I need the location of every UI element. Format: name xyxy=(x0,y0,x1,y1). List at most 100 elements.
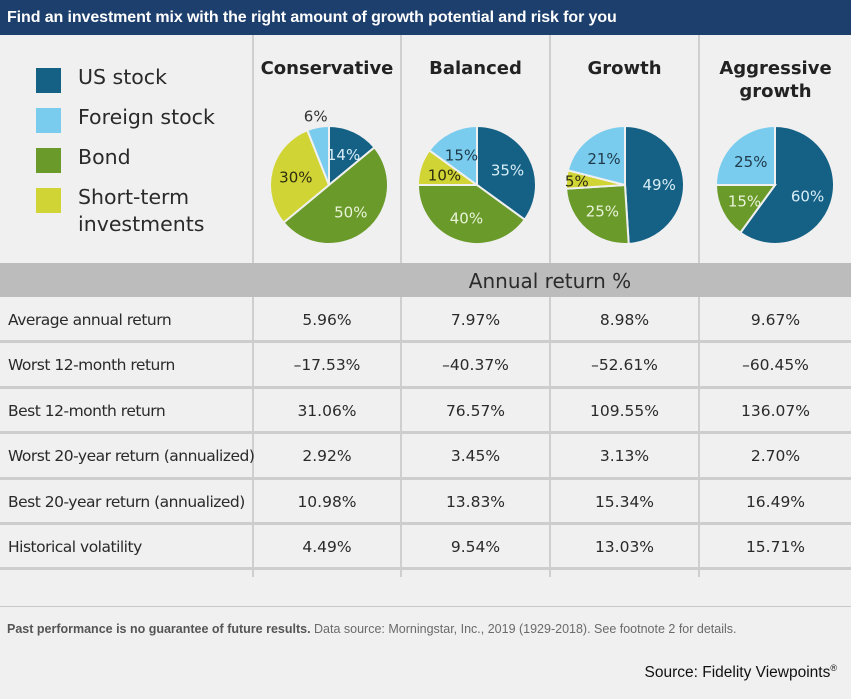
column-title-text: Conservative xyxy=(260,58,394,79)
table-cell: –40.37% xyxy=(442,356,509,375)
row-label: Worst 20-year return (annualized) xyxy=(8,447,255,466)
legend-label: Short-term investments xyxy=(78,184,204,238)
pie-chart-conservative: 14% 50% 30% 6% xyxy=(269,107,389,245)
pie-slice-label: 40% xyxy=(450,210,483,228)
pie-slice-us-stock xyxy=(476,124,537,222)
legend-label-line2: investments xyxy=(78,212,205,236)
short-term-swatch xyxy=(36,188,61,213)
pie-slice-label: 25% xyxy=(734,153,767,171)
table-cell: 136.07% xyxy=(741,401,810,420)
table-cell: 2.92% xyxy=(302,447,352,466)
pie-slice-foreign-stock xyxy=(566,124,626,187)
pie-slice-label: 14% xyxy=(327,146,360,164)
pie-slice-label: 21% xyxy=(587,150,620,168)
column-divider xyxy=(698,35,700,263)
table-cell: 2.70% xyxy=(750,447,801,466)
table-cell: 4.49% xyxy=(302,538,352,556)
row-divider xyxy=(0,431,851,435)
pie-slice-label: 15% xyxy=(728,193,761,211)
column-title-text: Balanced xyxy=(429,58,522,79)
column-divider xyxy=(400,35,402,263)
legend-label: US stock xyxy=(78,65,167,89)
table-cell: 109.55% xyxy=(590,401,659,420)
column-title-growth: Growth xyxy=(551,57,698,80)
pie-slice-short-term-investments xyxy=(269,128,331,225)
column-divider xyxy=(400,297,402,577)
pie-slice-foreign-stock xyxy=(427,124,478,187)
annual-return-header: Annual return % xyxy=(468,269,632,293)
column-title-text: Aggressive xyxy=(719,58,832,79)
table-cell: 5.96% xyxy=(302,311,352,329)
table-cell: –52.61% xyxy=(591,356,658,375)
column-title-balanced: Balanced xyxy=(402,57,549,80)
table-cell: 8.98% xyxy=(599,311,650,329)
table-cell: 9.67% xyxy=(750,311,801,329)
pie-slice-label: 49% xyxy=(643,176,676,194)
column-divider xyxy=(549,35,551,263)
registered-mark: ® xyxy=(830,663,837,673)
column-title-aggressive-growth: Aggressive growth xyxy=(700,57,851,103)
pie-chart-balanced: 35% 40% 10%15% xyxy=(416,124,537,245)
table-cell: –60.45% xyxy=(742,356,809,375)
table-cell: 76.57% xyxy=(445,401,506,420)
row-divider xyxy=(0,385,851,389)
title-bar: Find an investment mix with the right am… xyxy=(0,0,851,35)
chart-title: Find an investment mix with the right am… xyxy=(7,9,617,26)
pie-slice-us-stock xyxy=(624,124,685,245)
pie-slice-label: 6% xyxy=(304,107,328,125)
column-title-text: Growth xyxy=(587,58,662,79)
table-cell: 3.45% xyxy=(450,447,501,466)
table-row: Worst 20-year return (annualized) 2.92% 3.… xyxy=(0,433,851,478)
source-credit: Source: Fidelity Viewpoints® xyxy=(645,663,837,682)
column-title-conservative: Conservative xyxy=(254,57,400,80)
table-row: Historical volatility 4.49% 9.54% 13.03% 15.… xyxy=(0,524,851,569)
pie-slice-foreign-stock xyxy=(305,124,330,186)
table-row: Best 20-year return (annualized) 10.98% 13… xyxy=(0,479,851,524)
footer-divider xyxy=(0,606,851,607)
table-cell: 16.49% xyxy=(745,492,806,511)
footnote-disclaimer: Past performance is no guarantee of futu… xyxy=(7,622,311,636)
pie-slice-label: 60% xyxy=(791,188,824,206)
annual-return-band xyxy=(0,263,851,297)
pie-slice-bond xyxy=(714,184,777,235)
table-cell: 15.34% xyxy=(594,492,655,511)
us-stock-swatch xyxy=(36,68,61,93)
pie-chart-aggressive-growth: 60% 15% 25% xyxy=(714,124,835,245)
row-label: Best 12-month return xyxy=(8,401,166,420)
pie-slice-bond xyxy=(416,184,527,245)
legend-label: Foreign stock xyxy=(78,105,215,129)
bond-swatch xyxy=(36,148,61,173)
column-divider xyxy=(698,297,700,577)
table-row: Best 12-month return 31.06% 76.57% 109.55% 1… xyxy=(0,388,851,433)
pie-slice-label: 25% xyxy=(586,203,619,221)
row-divider xyxy=(0,522,851,525)
row-divider xyxy=(0,340,851,344)
table-cell: 31.06% xyxy=(297,401,357,420)
column-divider xyxy=(252,297,254,577)
pie-slice-label: 35% xyxy=(491,161,524,179)
pie-slice-label: 5% xyxy=(565,172,589,190)
row-label: Historical volatility xyxy=(8,538,142,556)
row-label: Best 20-year return (annualized) xyxy=(8,492,245,511)
table-cell: 3.13% xyxy=(599,447,650,466)
table-cell: 15.71% xyxy=(745,538,806,556)
footnote-data-source: Data source: Morningstar, Inc., 2019 (19… xyxy=(310,622,737,636)
pie-slice-foreign-stock xyxy=(714,124,776,186)
legend-label: Bond xyxy=(78,145,131,169)
table-row: Worst 12-month return –17.53% –40.37% –52.6… xyxy=(0,342,851,387)
source-text: Source: Fidelity Viewpoints xyxy=(644,664,831,682)
pie-slice-label: 30% xyxy=(279,168,312,186)
table-cell: 7.97% xyxy=(450,311,501,329)
pie-slice-bond xyxy=(282,145,389,245)
pie-slice-label: 10% xyxy=(428,166,461,184)
pie-slice-us-stock xyxy=(328,124,376,188)
table-row: Average annual return 5.96% 7.97% 8.98% 9.67… xyxy=(0,297,851,342)
pie-chart-growth: 49% 25% 5% 21% xyxy=(565,124,685,245)
column-divider xyxy=(549,297,551,577)
table-cell: 13.83% xyxy=(445,492,506,511)
column-title-text-line2: growth xyxy=(739,81,812,102)
footnote: Past performance is no guarantee of futu… xyxy=(7,622,737,636)
table-cell: 13.03% xyxy=(594,538,655,556)
pie-slice-bond xyxy=(565,183,630,245)
row-divider xyxy=(0,567,851,571)
